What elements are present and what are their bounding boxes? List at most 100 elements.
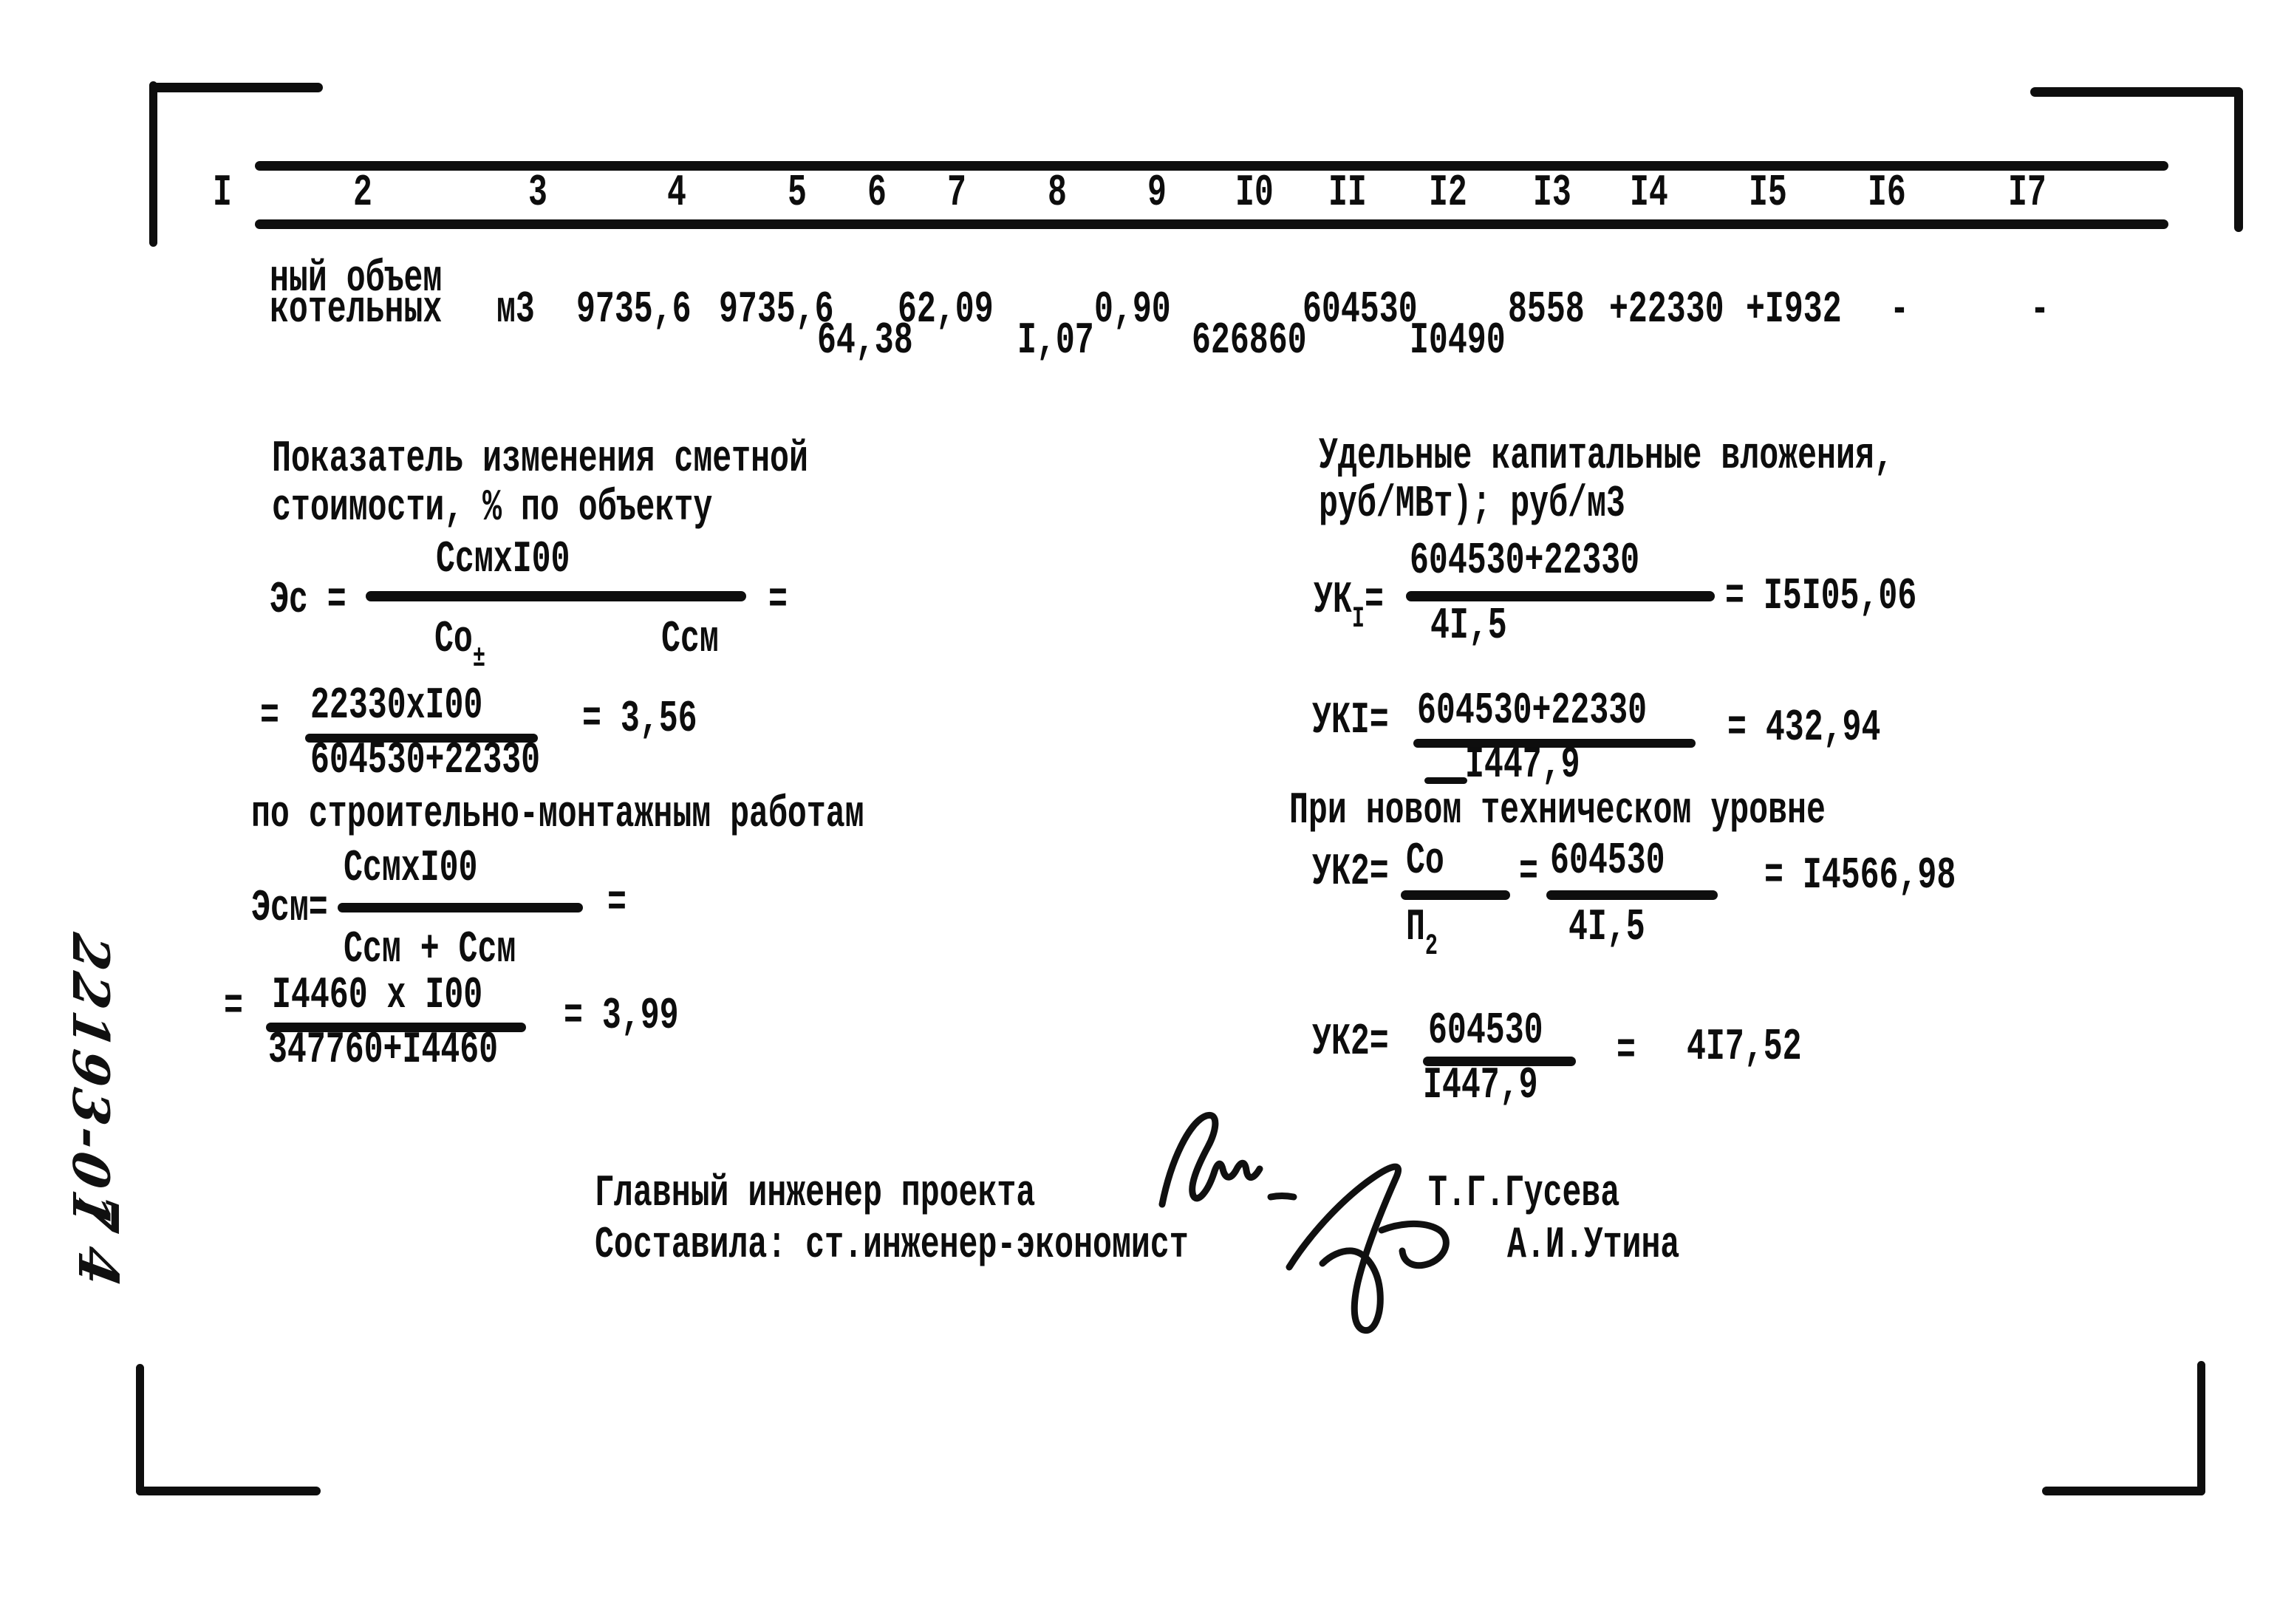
formula-uk1-denominator: 4I,5 [1430, 601, 1507, 652]
formula-uk1-lhs: УКI= [1314, 576, 1384, 635]
signature-role-2: Составила: ст.инженер-экономист [595, 1221, 1189, 1271]
formula-esc-denominator-right: Ссм [661, 615, 719, 665]
formula-uk2-denominator1: П2 [1406, 903, 1438, 963]
fraction-bar [1406, 591, 1715, 601]
signature-name-2: А.И.Утина [1507, 1221, 1680, 1271]
right-title-line2: руб/МВт); руб/м3 [1319, 480, 1625, 530]
formula-esm-equals: = [607, 878, 627, 929]
fraction-bar [366, 591, 746, 601]
fraction-bar [266, 1023, 526, 1032]
crop-mark-bottom-right-horizontal [2042, 1487, 2205, 1495]
formula-esm-step2-numerator: I4460 х I00 [272, 971, 483, 1021]
formula-esc-numerator: СсмхI00 [436, 535, 570, 585]
formula-uk2b-result: 4I7,52 [1687, 1023, 1802, 1073]
crop-mark-bottom-left-horizontal [136, 1487, 321, 1495]
left-title-line2: стоимости, % по объекту [272, 483, 713, 533]
table-value: 9735,6 [576, 285, 692, 335]
table-value: I,07 [1017, 316, 1094, 366]
signature-name-1: Т.Г.Гусева [1428, 1169, 1620, 1219]
formula-uk2b-equals: = [1617, 1026, 1636, 1077]
table-value: 604530 [1303, 285, 1418, 335]
formula-esm-numerator: СсмхI00 [344, 844, 478, 894]
formula-uk2-denominator2: 4I,5 [1568, 903, 1645, 953]
column-number: I [213, 168, 232, 219]
table-value: 62,09 [898, 285, 994, 335]
column-number: I2 [1429, 168, 1467, 219]
overscore-correction-mark [1424, 777, 1467, 784]
formula-uk1b-lhs: УКI= [1312, 696, 1389, 746]
formula-uk2b-lhs: УК2= [1312, 1017, 1389, 1068]
unit-cell: м3 [496, 285, 535, 335]
right-subtitle: При новом техническом уровне [1289, 786, 1826, 836]
column-number: 3 [528, 168, 547, 219]
table-value: 626860 [1192, 316, 1307, 366]
formula-esc-equals: = [768, 576, 788, 626]
signature-role-1: Главный инженер проекта [595, 1169, 1036, 1219]
column-number: 6 [867, 168, 887, 219]
formula-uk2-numerator1: Со [1406, 836, 1444, 887]
formula-uk1-result: = I5I05,06 [1725, 572, 1917, 622]
fraction-bar [1413, 739, 1696, 748]
formula-uk1b-numerator: 604530+22330 [1417, 686, 1648, 737]
right-title-line1: Удельные капитальные вложения, [1319, 431, 1894, 482]
column-number: 8 [1048, 168, 1067, 219]
column-number: II [1328, 168, 1367, 219]
formula-esc-step2-numerator: 22330хI00 [310, 681, 483, 731]
column-number: I5 [1749, 168, 1787, 219]
crop-mark-top-right-vertical [2234, 87, 2243, 232]
page-number-handwritten: 74 [66, 1187, 129, 1307]
column-number: 7 [947, 168, 966, 219]
left-title-line1: Показатель изменения сметной [272, 434, 808, 485]
formula-uk2-equals: = [1519, 847, 1538, 898]
row-label-line1: ный объем [270, 254, 443, 304]
crop-mark-bottom-right-vertical [2197, 1361, 2205, 1495]
crop-mark-top-right-horizontal [2030, 87, 2243, 97]
formula-esm-lhs: Эсм= [251, 884, 328, 934]
formula-esm-denominator: Ссм + Ссм [344, 925, 516, 975]
fraction-bar [1423, 1057, 1576, 1066]
signature-scribble-2 [1286, 1163, 1450, 1334]
column-number: I7 [2008, 168, 2046, 219]
fraction-bar [305, 734, 538, 743]
formula-uk2-numerator2: 604530 [1550, 836, 1665, 887]
crop-mark-bottom-left-vertical [136, 1364, 144, 1495]
column-number: 4 [667, 168, 686, 219]
formula-uk2b-denominator: I447,9 [1423, 1061, 1538, 1111]
table-value: 64,38 [817, 316, 913, 366]
column-number: 5 [788, 168, 807, 219]
formula-esc-lhs: Эс = [270, 576, 347, 626]
column-number: I6 [1868, 168, 1906, 219]
fraction-bar [1546, 890, 1718, 900]
fraction-bar [1401, 890, 1510, 900]
table-rule-top [255, 161, 2168, 171]
table-value: +I932 [1746, 285, 1842, 335]
formula-esc-step2-denominator: 604530+22330 [310, 736, 541, 786]
table-value: 0,90 [1094, 285, 1171, 335]
crop-mark-top-left-horizontal [149, 83, 323, 92]
crop-mark-top-left-vertical [149, 81, 157, 247]
table-value: - [2030, 285, 2049, 335]
formula-uk1b-denominator: I447,9 [1465, 740, 1580, 791]
left-subtitle: по строительно-монтажным работам [251, 790, 864, 840]
row-label-line2: котельных [270, 285, 443, 335]
table-value: - [1890, 285, 1909, 335]
formula-esc-result: = 3,56 [582, 695, 697, 745]
formula-esc-denominator-left: Со± [434, 615, 485, 675]
signature-scribble-1 [1158, 1111, 1297, 1208]
formula-esm-step2-equals: = [224, 982, 243, 1032]
formula-uk2-result: = I4566,98 [1764, 851, 1956, 901]
formula-esm-result: = 3,99 [564, 992, 679, 1042]
fraction-bar [338, 903, 583, 912]
table-value: +22330 [1609, 285, 1724, 335]
column-number: I3 [1533, 168, 1571, 219]
column-number: 2 [353, 168, 372, 219]
formula-uk1-numerator: 604530+22330 [1410, 536, 1640, 587]
formula-uk1b-result: = 432,94 [1727, 703, 1881, 754]
formula-uk2b-numerator: 604530 [1428, 1006, 1543, 1057]
column-number: 9 [1147, 168, 1167, 219]
formula-esm-step2-denominator: 347760+I4460 [268, 1026, 499, 1076]
formula-uk2-lhs: УК2= [1312, 847, 1389, 898]
table-value: I0490 [1410, 316, 1506, 366]
column-number: I4 [1630, 168, 1668, 219]
